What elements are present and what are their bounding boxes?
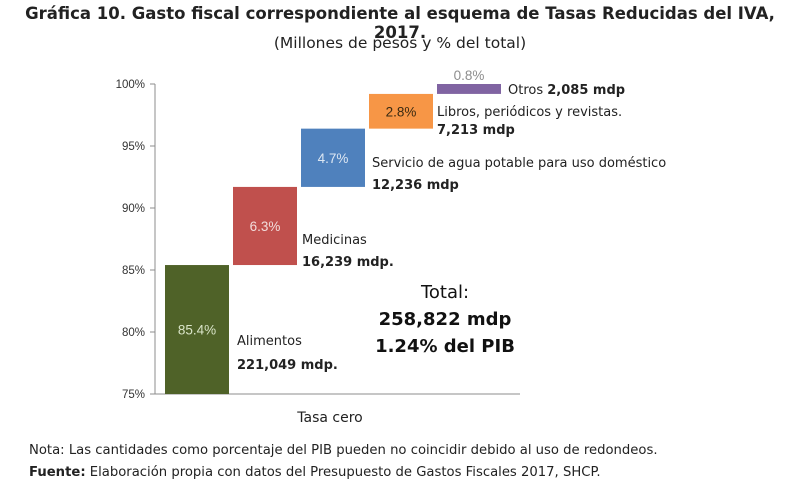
- y-tick-label: 90%: [122, 203, 145, 215]
- annotation-name: Libros, periódicos y revistas.: [437, 105, 622, 120]
- y-tick-label: 75%: [122, 389, 145, 401]
- bar-percent-label: 6.3%: [250, 219, 281, 234]
- bar-3: [301, 128, 365, 187]
- annotation-name: Otros: [508, 83, 547, 98]
- annotation-amount: 221,049 mdp.: [237, 358, 338, 373]
- bar-percent-label: 4.7%: [318, 151, 349, 166]
- y-tick-label: 80%: [122, 327, 145, 339]
- chart-subtitle: (Millones de pesos y % del total): [273, 34, 527, 52]
- annotation-name: Alimentos: [237, 334, 302, 349]
- annotation-amount: 16,239 mdp.: [302, 255, 394, 270]
- source-note: Fuente: Elaboración propia con datos del…: [29, 465, 601, 480]
- annotation-name: Servicio de agua potable para uso domést…: [372, 156, 666, 171]
- annotation-amount: 12,236 mdp: [372, 178, 459, 193]
- y-tick-label: 95%: [122, 141, 145, 153]
- source-text: Elaboración propia con datos del Presupu…: [85, 465, 601, 480]
- annotation-amount: 7,213 mdp: [437, 123, 515, 138]
- annotation-amount: 2,085 mdp: [547, 83, 625, 98]
- bar-percent-label: 0.8%: [454, 68, 485, 83]
- bar-percent-label: 2.8%: [386, 104, 417, 119]
- annotation-5: Otros 2,085 mdp: [508, 83, 625, 98]
- x-axis-label: Tasa cero: [296, 410, 362, 426]
- chart-title: Gráfica 10. Gasto fiscal correspondiente…: [25, 4, 775, 42]
- bar-2: [233, 186, 297, 266]
- bar-5: [437, 84, 501, 94]
- footnote: Nota: Las cantidades como porcentaje del…: [29, 443, 658, 458]
- annotation-name: Medicinas: [302, 233, 367, 248]
- source-label: Fuente:: [29, 465, 86, 480]
- total-label: Total:: [420, 282, 469, 303]
- y-tick-label: 85%: [122, 265, 145, 277]
- bar-4: [369, 93, 433, 129]
- bar-percent-label: 85.4%: [178, 323, 216, 338]
- waterfall-chart: 75% 80% 85% 90% 95% 100% Tasa cero 85.4% Aliment…: [116, 68, 667, 426]
- total-amount: 258,822 mdp: [379, 309, 512, 330]
- y-tick-label: 100%: [116, 79, 145, 91]
- total-pib: 1.24% del PIB: [375, 336, 515, 357]
- bar-1: [165, 265, 229, 394]
